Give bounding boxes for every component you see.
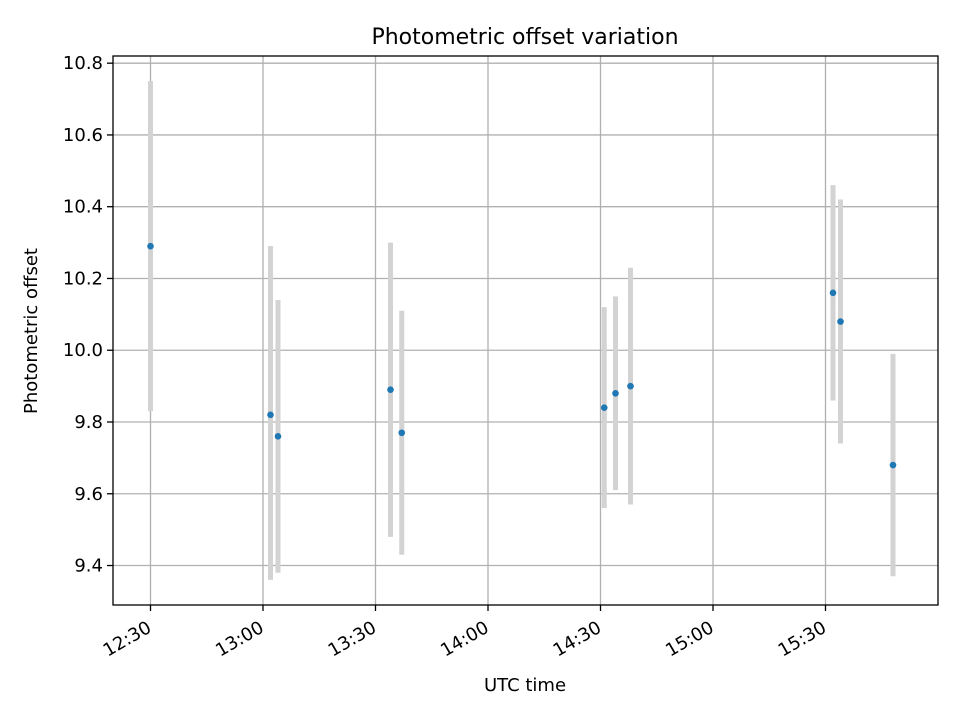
data-point [889, 461, 897, 469]
y-tick-label: 10.8 [63, 53, 103, 74]
data-points [147, 242, 897, 469]
y-tick-label: 10.6 [63, 125, 103, 146]
y-tick-label: 9.6 [74, 484, 103, 505]
plot-frame [112, 55, 939, 606]
x-axis-label: UTC time [484, 675, 566, 696]
data-point [829, 289, 837, 297]
data-point [387, 386, 394, 394]
y-tick-label: 9.4 [74, 556, 103, 577]
data-point [267, 411, 274, 419]
y-tick-label: 10.4 [63, 197, 103, 218]
data-point [147, 242, 154, 250]
data-point [398, 429, 406, 437]
grid [113, 56, 938, 605]
data-point [627, 382, 634, 390]
data-point [612, 389, 619, 397]
y-tick-label: 9.8 [74, 412, 103, 433]
data-point [837, 318, 844, 325]
data-point [274, 433, 282, 440]
y-axis-label: Photometric offset [21, 248, 42, 414]
y-tick-label: 10.2 [63, 268, 103, 289]
data-point [600, 404, 608, 411]
y-tick-label: 10.0 [63, 340, 103, 361]
chart-title: Photometric offset variation [371, 25, 678, 50]
y-axis: 9.4 9.6 9.8 10.0 10.2 10.4 10.6 10.8 [63, 53, 113, 577]
